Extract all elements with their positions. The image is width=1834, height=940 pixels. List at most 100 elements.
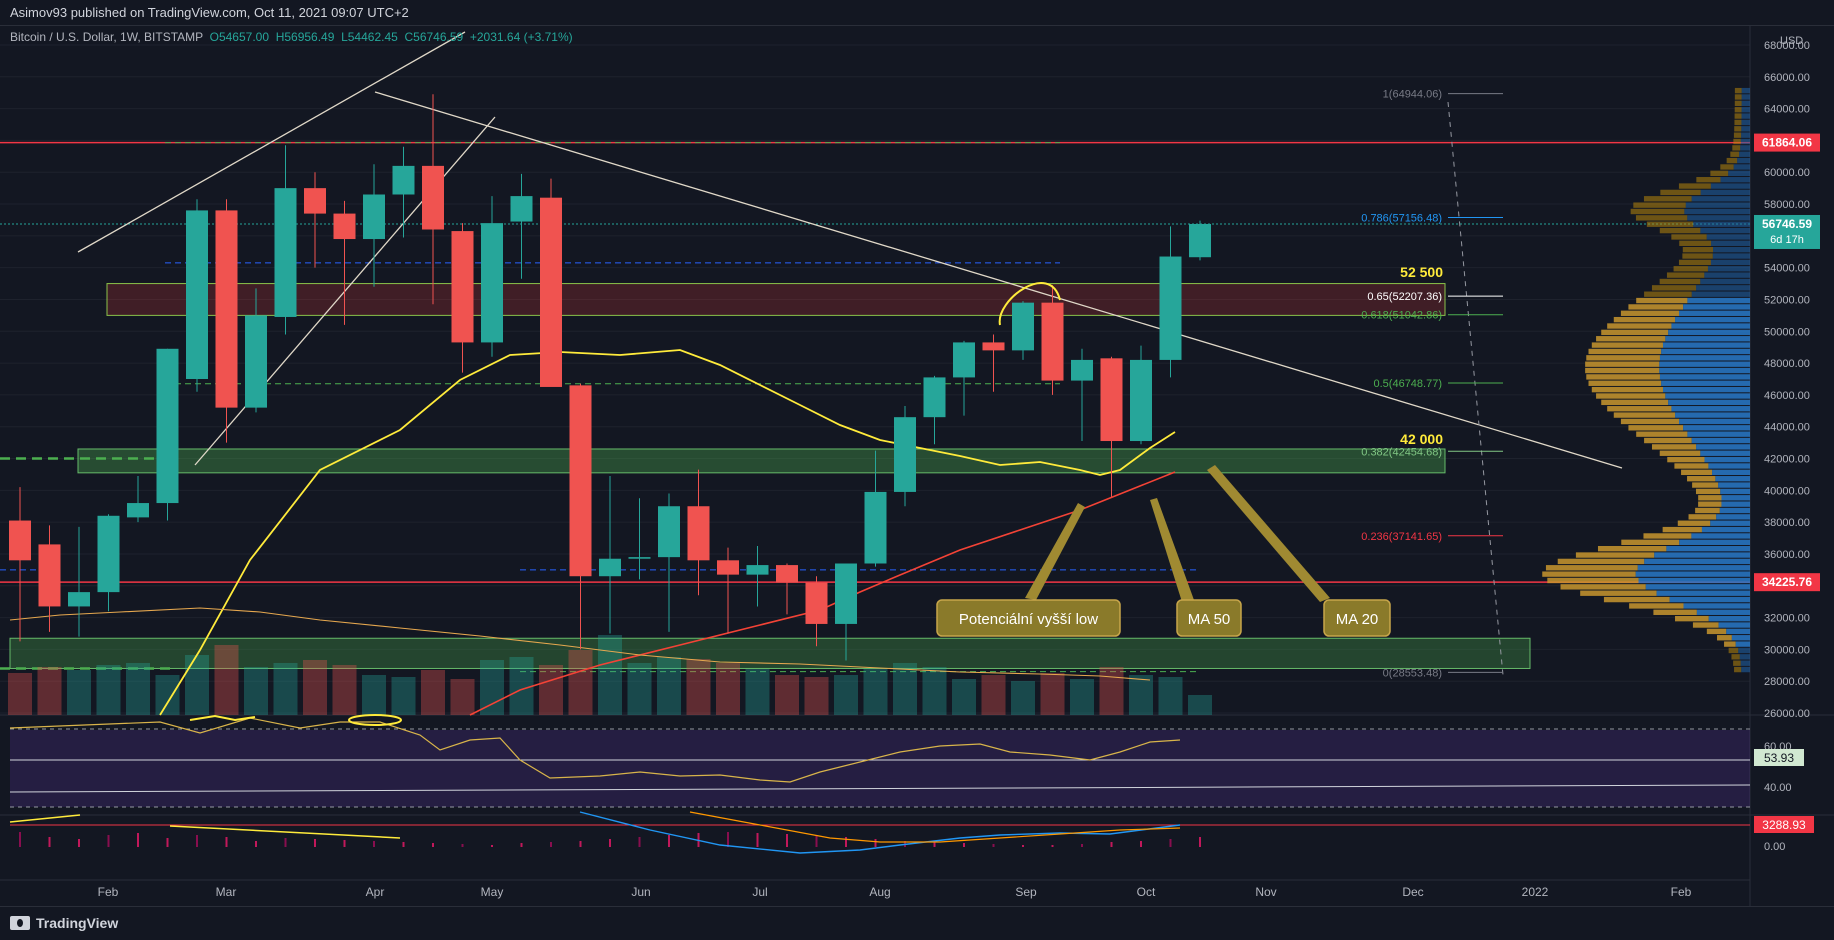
volume-profile-bar [1732,145,1741,151]
volume-profile-bar [1691,196,1750,202]
volume-profile-bar [1741,119,1750,126]
volume-profile-bar [1691,291,1750,297]
price-tick: 60000.00 [1764,167,1810,179]
volume-bar [893,663,917,715]
volume-profile-bar [1585,367,1660,374]
level-label-52500: 52 500 [1400,264,1443,280]
ma50-callout-label: MA 50 [1188,611,1231,628]
time-tick: Feb [98,885,119,899]
volume-profile-bar [1726,157,1738,164]
close-value: C56746.59 [404,30,464,44]
volume-profile-bar [1643,533,1692,539]
resistance-zone [106,283,1446,316]
volume-profile-bar [1560,584,1646,590]
volume-profile-bar [1698,495,1722,501]
volume-profile-bar [1683,425,1750,431]
candle-body [1012,302,1034,351]
volume-profile-bar [1629,603,1684,609]
candle-body [599,558,621,577]
macd-tick: 0.00 [1764,841,1785,853]
volume-profile-bar [1741,113,1750,119]
volume-profile-bar [1665,393,1750,399]
volume-profile-bar [1733,138,1741,145]
time-tick: May [481,885,504,899]
volume-profile-bar [1734,94,1742,100]
volume-profile-bar [1620,310,1679,316]
price-badge [1754,573,1820,592]
candle-body [746,565,769,575]
volume-profile-bar [1741,94,1750,100]
volume-profile-bar [1651,285,1697,291]
volume-bar [981,675,1006,715]
volume-profile-bar [1659,374,1750,380]
volume-profile-bar [1691,533,1750,539]
volume-bar [598,635,622,715]
volume-profile-bar [1700,450,1750,456]
ma20-line [159,349,1176,716]
volume-profile-bar [1659,367,1750,374]
volume-profile-bar [1741,132,1750,138]
volume-profile-bar [1715,476,1750,482]
volume-profile-bar [1734,107,1742,113]
candle-body [451,231,474,343]
candle-body [1041,302,1064,381]
volume-profile-bar [1659,361,1750,367]
volume-bar [745,669,770,715]
price-tick: 68000.00 [1764,40,1810,52]
symbol-label: Bitcoin / U.S. Dollar, 1W, BITSTAMP [10,30,203,44]
volume-profile-bar [1713,246,1750,253]
volume-profile-bar [1620,418,1679,425]
volume-profile-bar [1687,297,1750,304]
rsi-highlight [348,714,402,726]
candle-body [835,563,857,624]
volume-profile-bar [1678,183,1711,189]
tradingview-logo[interactable]: TradingView [10,915,118,931]
volume-profile-bar [1607,406,1672,412]
volume-profile-bar [1693,221,1750,227]
volume-profile-bar [1671,406,1750,412]
volume-profile-bar [1696,444,1750,450]
open-value: O54657.00 [209,30,270,44]
volume-profile-bar [1667,456,1705,463]
volume-profile-bar [1740,660,1750,666]
volume-bar [332,665,357,715]
publisher-text: Asimov93 published on TradingView.com, O… [10,5,409,20]
volume-profile-bar [1668,399,1750,406]
volume-profile-bar [1682,253,1713,259]
volume-bar [1158,677,1183,715]
volume-profile-bar [1656,590,1750,596]
volume-profile-bar [1731,654,1740,660]
volume-profile-bar [1741,666,1750,673]
volume-bar [686,659,711,715]
volume-profile-bar [1668,329,1750,336]
volume-bar [539,665,563,715]
volume-bar [362,675,386,715]
volume-profile-bar [1740,145,1750,151]
volume-profile-bar [1586,374,1660,380]
volume-profile-bar [1651,444,1697,450]
volume-profile-bar [1687,476,1716,482]
price-tick: 52000.00 [1764,294,1810,306]
fib-level-label: 0.65(52207.36) [1367,291,1442,303]
volume-bar [952,679,976,715]
arrow-ma20 [1207,465,1330,602]
volume-bar [421,670,445,715]
volume-profile-bar [1674,463,1709,469]
time-tick: 2022 [1522,885,1549,899]
volume-profile-bar [1734,126,1742,132]
volume-profile-bar [1739,654,1750,660]
price-badge [1754,214,1820,249]
low-value: L54462.45 [341,30,398,44]
tradingview-icon [10,916,30,930]
volume-profile-bar [1700,227,1750,234]
volume-bar [863,669,888,715]
candle-body [422,165,444,230]
candle-body [363,194,385,240]
macd-trend-mark [9,814,401,839]
volume-profile-bar [1738,647,1750,654]
volume-profile-bar [1666,272,1705,278]
volume-profile-bar [1728,647,1739,654]
candle-body [864,491,887,564]
volume-profile-bar [1734,87,1742,94]
